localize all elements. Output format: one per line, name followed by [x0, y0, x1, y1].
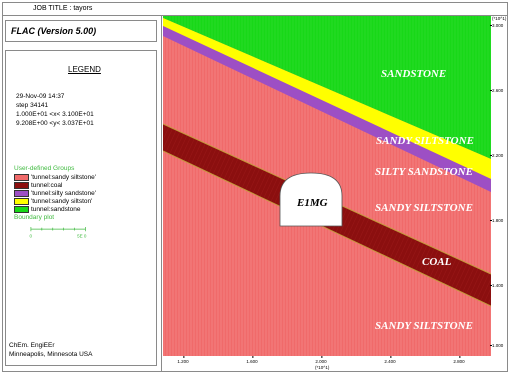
legend-box: LEGEND 29-Nov-09 14:37 step 34141 1.000E…	[5, 50, 157, 366]
y-axis: (*10^1) 3.000 2.600 2.200 1.800 1.400 1.…	[489, 16, 509, 356]
group-swatch	[14, 198, 29, 205]
x-tick: 2.000	[315, 356, 327, 364]
model-plot: SANDSTONE SANDY SILTSTONE SILTY SANDSTON…	[163, 16, 491, 356]
legend-title: LEGEND	[68, 65, 101, 74]
coal-bottom-contact	[163, 150, 491, 307]
x-axis: 1.200 1.600 2.000 2.400 2.800 (*10^1)	[163, 356, 491, 372]
group-swatch	[14, 206, 29, 213]
sandy-siltston-yellow-layer	[163, 18, 491, 179]
legend-xrange: 1.000E+01 <x< 3.100E+01	[16, 111, 94, 118]
program-title-box: FLAC (Version 5.00)	[5, 20, 157, 42]
x-tick: 2.400	[384, 356, 396, 364]
y-tick: 1.400	[489, 283, 504, 288]
legend-step: step 34141	[16, 102, 49, 109]
legend-date: 29-Nov-09 14:37	[16, 93, 65, 100]
group-item-sandy-siltston: 'tunnel:sandy siltston'	[14, 198, 92, 206]
scale-end: 5E 0	[77, 234, 87, 239]
label-sandy-siltstone-upper: SANDY SILTSTONE	[376, 135, 474, 147]
label-coal: COAL	[422, 256, 452, 268]
group-item-sandstone: tunnel:sandstone	[14, 206, 81, 214]
scale-bar: 0 5E 0	[30, 227, 87, 239]
plot-frame: JOB TITLE : tayors FLAC (Version 5.00) L…	[2, 2, 508, 372]
y-tick: 2.200	[489, 153, 504, 158]
x-axis-unit: (*10^1)	[315, 365, 330, 370]
group-swatch	[14, 190, 29, 197]
program-title: FLAC (Version 5.00)	[11, 26, 97, 36]
group-swatch	[14, 174, 29, 181]
x-tick: 2.800	[453, 356, 465, 364]
tunnel-opening	[279, 172, 343, 227]
group-label: 'tunnel:silty sandstone'	[31, 190, 96, 197]
group-item-sandy-siltstone: 'tunnel:sandy siltstone'	[14, 174, 96, 182]
legend-yrange: 9.208E+00 <y< 3.037E+01	[16, 120, 94, 127]
group-label: tunnel:sandstone	[31, 206, 81, 213]
strata-drawing	[163, 16, 491, 356]
credits-line-2: Minneapolis, Minnesota USA	[9, 351, 93, 358]
job-title-bar: JOB TITLE : tayors	[3, 3, 507, 16]
y-axis-unit: (*10^1)	[492, 16, 507, 21]
group-item-coal: tunnel:coal	[14, 182, 62, 190]
silty-sandstone-layer	[163, 26, 491, 192]
label-sandy-siltstone-lower: SANDY SILTSTONE	[375, 320, 473, 332]
sandstone-mesh	[163, 16, 491, 159]
legend-panel: FLAC (Version 5.00) LEGEND 29-Nov-09 14:…	[3, 16, 162, 371]
label-sandstone: SANDSTONE	[381, 68, 447, 80]
job-title: JOB TITLE : tayors	[33, 5, 93, 12]
label-sandy-siltstone-middle: SANDY SILTSTONE	[375, 202, 473, 214]
y-tick: 2.600	[489, 88, 504, 93]
scale-start: 0	[30, 234, 33, 239]
x-tick: 1.600	[246, 356, 258, 364]
credits: ChEm. EngiEEr Minneapolis, Minnesota USA	[9, 341, 92, 359]
label-silty-sandstone: SILTY SANDSTONE	[375, 166, 473, 178]
y-tick: 1.000	[489, 343, 504, 348]
group-swatch	[14, 182, 29, 189]
boundary-title: Boundary plot	[14, 214, 55, 221]
credits-line-1: ChEm. EngiEEr	[9, 342, 55, 349]
y-tick: 3.000	[489, 23, 504, 28]
x-tick: 1.200	[177, 356, 189, 364]
group-item-silty-sandstone: 'tunnel:silty sandstone'	[14, 190, 96, 198]
groups-title: User-defined Groups	[14, 165, 75, 172]
label-tunnel: E1MG	[297, 197, 328, 209]
group-label: 'tunnel:sandy siltstone'	[31, 174, 96, 181]
group-label: 'tunnel:sandy siltston'	[31, 198, 93, 205]
group-label: tunnel:coal	[31, 182, 63, 189]
y-tick: 1.800	[489, 218, 504, 223]
